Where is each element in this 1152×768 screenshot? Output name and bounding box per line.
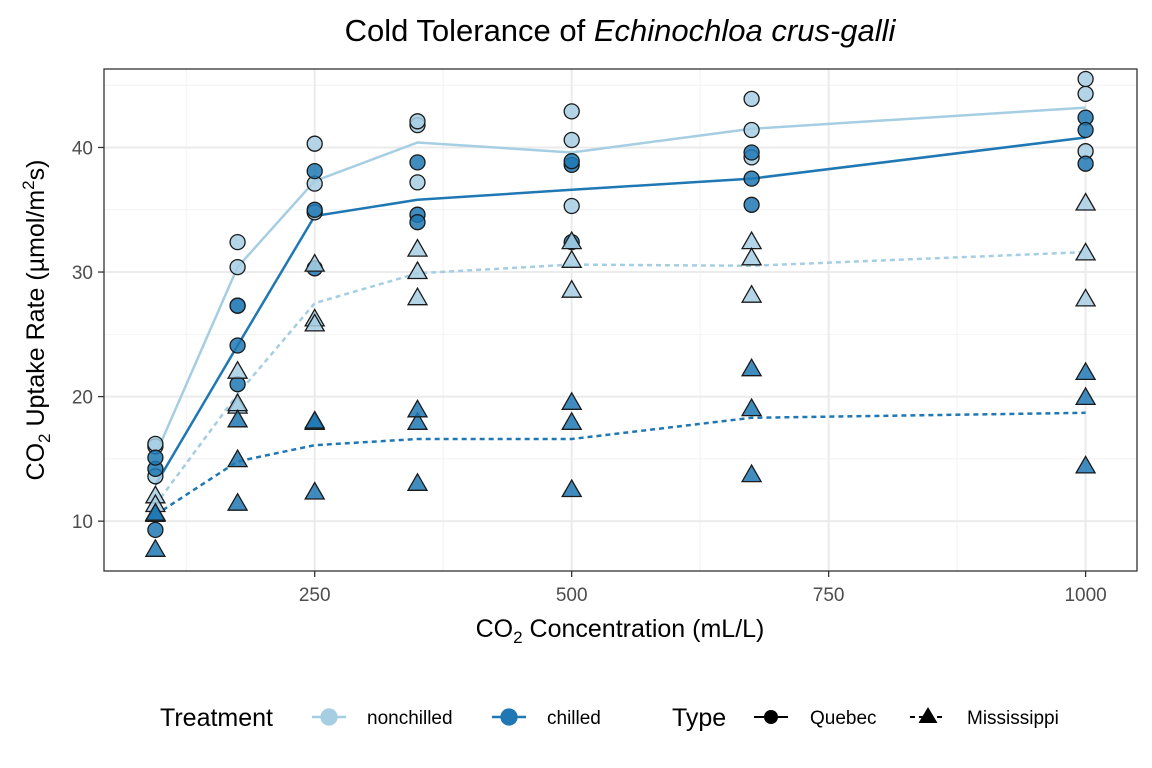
point-mississippi-nonchilled (226, 360, 249, 379)
point-mississippi-nonchilled (561, 249, 583, 268)
y-tick-label: 20 (72, 388, 93, 409)
point-quebec-chilled (743, 144, 760, 161)
panel-border (103, 68, 1138, 572)
point-mississippi-nonchilled (1074, 288, 1097, 307)
point-mississippi-chilled (1074, 386, 1097, 406)
chart-title-prefix: Cold Tolerance of (345, 13, 594, 48)
legend-item-quebec: Quebec (754, 708, 877, 729)
point-mississippi-chilled (740, 463, 763, 483)
point-mississippi-chilled (226, 408, 249, 428)
point-mississippi-chilled (406, 411, 429, 430)
legend-item-chilled: chilled (492, 708, 601, 729)
point-mississippi-chilled (1074, 455, 1097, 474)
chart-title-species: Echinochloa crus-galli (594, 13, 897, 48)
y-tick-label: 40 (72, 138, 93, 159)
point-quebec-chilled (1077, 155, 1094, 172)
legend-item-mississippi: Mississippi (910, 707, 1059, 729)
point-mississippi-chilled (226, 492, 249, 511)
panel-background (104, 69, 1137, 571)
point-mississippi-nonchilled (304, 313, 326, 332)
point-quebec-chilled (409, 154, 426, 171)
x-axis-ticks: 250 500 750 1000 (299, 571, 1107, 606)
legend-title-treatment: Treatment (160, 704, 273, 732)
x-axis-title: CO2 Concentration (mL/L) (476, 615, 765, 647)
point-quebec-nonchilled (306, 135, 323, 152)
point-mississippi-chilled (740, 397, 763, 417)
point-mississippi-nonchilled (406, 260, 429, 280)
point-mississippi-chilled (144, 538, 167, 557)
point-quebec-chilled (409, 214, 426, 231)
point-mississippi-nonchilled (561, 230, 583, 250)
point-quebec-nonchilled (229, 233, 246, 251)
point-quebec-nonchilled (147, 435, 164, 453)
point-quebec-chilled (563, 153, 580, 170)
point-quebec-chilled (147, 521, 164, 539)
y-axis-ticks: 10 20 30 40 (72, 138, 104, 533)
point-mississippi-chilled (561, 391, 583, 410)
point-mississippi-nonchilled (1074, 192, 1097, 211)
point-quebec-chilled (743, 196, 760, 213)
legend-label-chilled: chilled (547, 708, 601, 729)
legend-title-type: Type (672, 704, 726, 732)
x-tick-label: 500 (556, 585, 588, 606)
x-tick-label: 750 (813, 585, 845, 606)
point-quebec-nonchilled (1077, 85, 1094, 103)
point-quebec-chilled (229, 297, 246, 314)
point-quebec-nonchilled (563, 131, 580, 149)
legend-key-marker (320, 708, 338, 726)
legend-label-mississippi: Mississippi (967, 708, 1059, 729)
point-mississippi-nonchilled (304, 253, 326, 272)
point-quebec-chilled (306, 162, 323, 180)
point-mississippi-chilled (561, 478, 583, 498)
point-quebec-chilled (229, 376, 246, 393)
point-mississippi-chilled (304, 410, 326, 429)
legend-label-quebec: Quebec (810, 708, 877, 729)
point-mississippi-chilled (144, 502, 167, 521)
legend-item-nonchilled: nonchilled (312, 708, 453, 729)
point-mississippi-chilled (740, 357, 763, 377)
point-mississippi-chilled (406, 398, 429, 418)
point-quebec-chilled (1077, 121, 1094, 139)
y-axis-title: CO2 Uptake Rate (µmol/m2s) (19, 160, 54, 481)
data-points (144, 70, 1097, 557)
point-quebec-nonchilled (743, 90, 760, 108)
point-mississippi-nonchilled (740, 284, 763, 303)
plot-panel (104, 69, 1137, 571)
point-quebec-chilled (147, 449, 164, 466)
point-quebec-nonchilled (1077, 70, 1094, 88)
x-tick-label: 1000 (1064, 585, 1106, 606)
point-mississippi-nonchilled (561, 279, 583, 298)
point-quebec-nonchilled (409, 113, 426, 130)
chart-title: Cold Tolerance of Echinochloa crus-galli (345, 13, 897, 48)
x-tick-label: 250 (299, 585, 331, 606)
y-tick-label: 30 (72, 263, 93, 284)
y-tick-label: 10 (72, 512, 93, 533)
legend-label-nonchilled: nonchilled (367, 708, 453, 729)
point-mississippi-chilled (226, 448, 249, 468)
legend-key-marker (764, 710, 778, 724)
point-mississippi-nonchilled (406, 286, 429, 306)
point-mississippi-nonchilled (1074, 242, 1097, 261)
point-quebec-chilled (743, 170, 760, 187)
point-mississippi-chilled (561, 411, 583, 430)
point-quebec-nonchilled (409, 174, 426, 191)
point-mississippi-nonchilled (740, 246, 763, 266)
point-quebec-chilled (229, 337, 246, 354)
point-quebec-nonchilled (563, 103, 580, 120)
legend-key-marker (500, 708, 518, 726)
point-mississippi-chilled (406, 472, 429, 491)
point-quebec-nonchilled (563, 197, 580, 215)
point-mississippi-nonchilled (406, 238, 429, 257)
point-mississippi-chilled (304, 481, 326, 500)
legend: Treatment nonchilled chilled Type Quebec… (160, 704, 1059, 732)
series-line-mississippi-chilled (154, 411, 1086, 516)
point-quebec-nonchilled (229, 258, 246, 276)
legend-key-marker (918, 707, 938, 723)
point-quebec-nonchilled (743, 121, 760, 139)
point-quebec-chilled (306, 201, 323, 218)
point-mississippi-chilled (1074, 361, 1097, 381)
